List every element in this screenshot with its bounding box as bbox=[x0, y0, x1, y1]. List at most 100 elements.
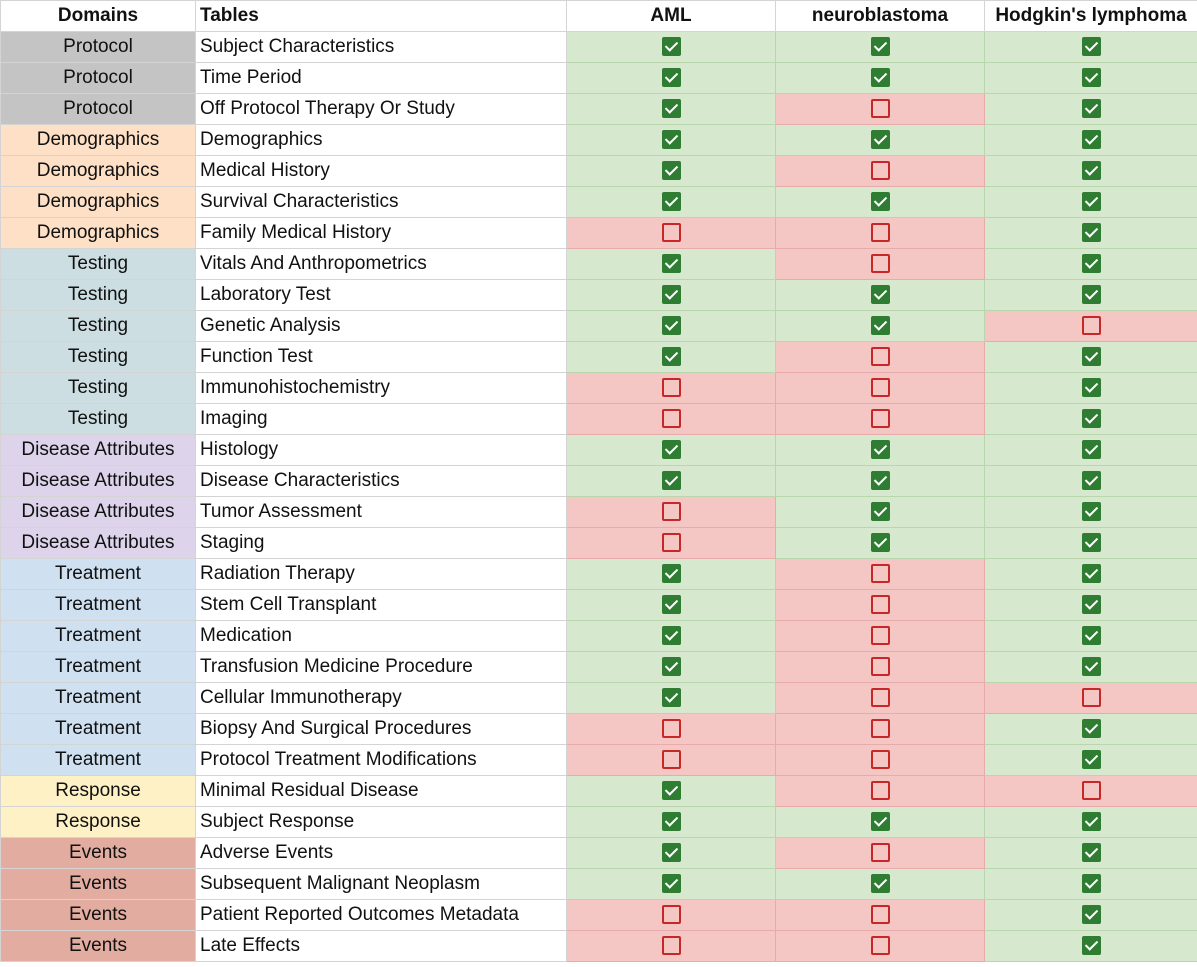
unchecked-checkbox-icon[interactable] bbox=[870, 223, 890, 243]
checked-checkbox-icon[interactable] bbox=[870, 68, 890, 88]
unchecked-checkbox-icon[interactable] bbox=[870, 254, 890, 274]
checked-checkbox-icon[interactable] bbox=[661, 192, 681, 212]
unchecked-checkbox-icon[interactable] bbox=[870, 595, 890, 615]
unchecked-checkbox-icon[interactable] bbox=[661, 223, 681, 243]
table-row: Treatment Stem Cell Transplant bbox=[0, 589, 1197, 621]
checked-checkbox-icon[interactable] bbox=[870, 130, 890, 150]
checked-checkbox-icon[interactable] bbox=[1081, 750, 1101, 770]
checked-checkbox-icon[interactable] bbox=[1081, 533, 1101, 553]
unchecked-checkbox-icon[interactable] bbox=[661, 750, 681, 770]
checked-checkbox-icon[interactable] bbox=[1081, 285, 1101, 305]
table-name-cell: Function Test bbox=[195, 341, 567, 373]
checked-checkbox-icon[interactable] bbox=[1081, 192, 1101, 212]
unchecked-checkbox-icon[interactable] bbox=[870, 564, 890, 584]
checked-checkbox-icon[interactable] bbox=[661, 99, 681, 119]
checked-checkbox-icon[interactable] bbox=[1081, 812, 1101, 832]
unchecked-checkbox-icon[interactable] bbox=[870, 626, 890, 646]
checked-checkbox-icon[interactable] bbox=[1081, 223, 1101, 243]
checked-checkbox-icon[interactable] bbox=[870, 533, 890, 553]
checked-checkbox-icon[interactable] bbox=[1081, 37, 1101, 57]
unchecked-checkbox-icon[interactable] bbox=[870, 905, 890, 925]
checked-checkbox-icon[interactable] bbox=[661, 812, 681, 832]
checked-checkbox-icon[interactable] bbox=[1081, 595, 1101, 615]
checked-checkbox-icon[interactable] bbox=[870, 440, 890, 460]
checked-checkbox-icon[interactable] bbox=[1081, 440, 1101, 460]
checked-checkbox-icon[interactable] bbox=[661, 781, 681, 801]
checked-checkbox-icon[interactable] bbox=[870, 812, 890, 832]
table-row: Disease Attributes Disease Characteristic… bbox=[0, 465, 1197, 497]
checked-checkbox-icon[interactable] bbox=[1081, 130, 1101, 150]
checked-checkbox-icon[interactable] bbox=[870, 471, 890, 491]
header-domains: Domains bbox=[0, 0, 196, 32]
checked-checkbox-icon[interactable] bbox=[1081, 254, 1101, 274]
unchecked-checkbox-icon[interactable] bbox=[870, 936, 890, 956]
unchecked-checkbox-icon[interactable] bbox=[870, 688, 890, 708]
checked-checkbox-icon[interactable] bbox=[1081, 719, 1101, 739]
unchecked-checkbox-icon[interactable] bbox=[870, 750, 890, 770]
checked-checkbox-icon[interactable] bbox=[1081, 409, 1101, 429]
checked-checkbox-icon[interactable] bbox=[661, 37, 681, 57]
table-row: Demographics Demographics bbox=[0, 124, 1197, 156]
unchecked-checkbox-icon[interactable] bbox=[661, 409, 681, 429]
checked-checkbox-icon[interactable] bbox=[1081, 626, 1101, 646]
checked-checkbox-icon[interactable] bbox=[661, 688, 681, 708]
neuroblastoma-status-cell bbox=[775, 186, 985, 218]
unchecked-checkbox-icon[interactable] bbox=[1081, 316, 1101, 336]
checked-checkbox-icon[interactable] bbox=[870, 37, 890, 57]
aml-status-cell bbox=[566, 310, 776, 342]
checked-checkbox-icon[interactable] bbox=[1081, 843, 1101, 863]
checked-checkbox-icon[interactable] bbox=[661, 161, 681, 181]
checked-checkbox-icon[interactable] bbox=[661, 626, 681, 646]
checked-checkbox-icon[interactable] bbox=[661, 254, 681, 274]
unchecked-checkbox-icon[interactable] bbox=[870, 843, 890, 863]
unchecked-checkbox-icon[interactable] bbox=[661, 533, 681, 553]
checked-checkbox-icon[interactable] bbox=[1081, 502, 1101, 522]
checked-checkbox-icon[interactable] bbox=[661, 440, 681, 460]
unchecked-checkbox-icon[interactable] bbox=[870, 99, 890, 119]
checked-checkbox-icon[interactable] bbox=[661, 285, 681, 305]
unchecked-checkbox-icon[interactable] bbox=[661, 719, 681, 739]
checked-checkbox-icon[interactable] bbox=[661, 874, 681, 894]
hodgkins-status-cell bbox=[984, 775, 1197, 807]
checked-checkbox-icon[interactable] bbox=[870, 285, 890, 305]
unchecked-checkbox-icon[interactable] bbox=[870, 781, 890, 801]
checked-checkbox-icon[interactable] bbox=[661, 347, 681, 367]
checked-checkbox-icon[interactable] bbox=[1081, 905, 1101, 925]
checked-checkbox-icon[interactable] bbox=[870, 874, 890, 894]
checked-checkbox-icon[interactable] bbox=[661, 130, 681, 150]
checked-checkbox-icon[interactable] bbox=[1081, 68, 1101, 88]
table-row: Treatment Transfusion Medicine Procedure bbox=[0, 651, 1197, 683]
checked-checkbox-icon[interactable] bbox=[661, 657, 681, 677]
unchecked-checkbox-icon[interactable] bbox=[870, 719, 890, 739]
checked-checkbox-icon[interactable] bbox=[870, 316, 890, 336]
checked-checkbox-icon[interactable] bbox=[661, 316, 681, 336]
checked-checkbox-icon[interactable] bbox=[1081, 564, 1101, 584]
unchecked-checkbox-icon[interactable] bbox=[870, 378, 890, 398]
checked-checkbox-icon[interactable] bbox=[870, 502, 890, 522]
checked-checkbox-icon[interactable] bbox=[1081, 161, 1101, 181]
unchecked-checkbox-icon[interactable] bbox=[870, 657, 890, 677]
unchecked-checkbox-icon[interactable] bbox=[661, 905, 681, 925]
unchecked-checkbox-icon[interactable] bbox=[661, 936, 681, 956]
unchecked-checkbox-icon[interactable] bbox=[661, 378, 681, 398]
checked-checkbox-icon[interactable] bbox=[661, 564, 681, 584]
unchecked-checkbox-icon[interactable] bbox=[870, 161, 890, 181]
checked-checkbox-icon[interactable] bbox=[1081, 471, 1101, 491]
checked-checkbox-icon[interactable] bbox=[1081, 936, 1101, 956]
unchecked-checkbox-icon[interactable] bbox=[1081, 688, 1101, 708]
checked-checkbox-icon[interactable] bbox=[661, 471, 681, 491]
checked-checkbox-icon[interactable] bbox=[661, 68, 681, 88]
checked-checkbox-icon[interactable] bbox=[1081, 378, 1101, 398]
checked-checkbox-icon[interactable] bbox=[1081, 99, 1101, 119]
unchecked-checkbox-icon[interactable] bbox=[870, 347, 890, 367]
checked-checkbox-icon[interactable] bbox=[661, 595, 681, 615]
checked-checkbox-icon[interactable] bbox=[1081, 874, 1101, 894]
unchecked-checkbox-icon[interactable] bbox=[1081, 781, 1101, 801]
unchecked-checkbox-icon[interactable] bbox=[661, 502, 681, 522]
domain-cell: Response bbox=[0, 806, 196, 838]
checked-checkbox-icon[interactable] bbox=[870, 192, 890, 212]
checked-checkbox-icon[interactable] bbox=[661, 843, 681, 863]
checked-checkbox-icon[interactable] bbox=[1081, 657, 1101, 677]
checked-checkbox-icon[interactable] bbox=[1081, 347, 1101, 367]
unchecked-checkbox-icon[interactable] bbox=[870, 409, 890, 429]
